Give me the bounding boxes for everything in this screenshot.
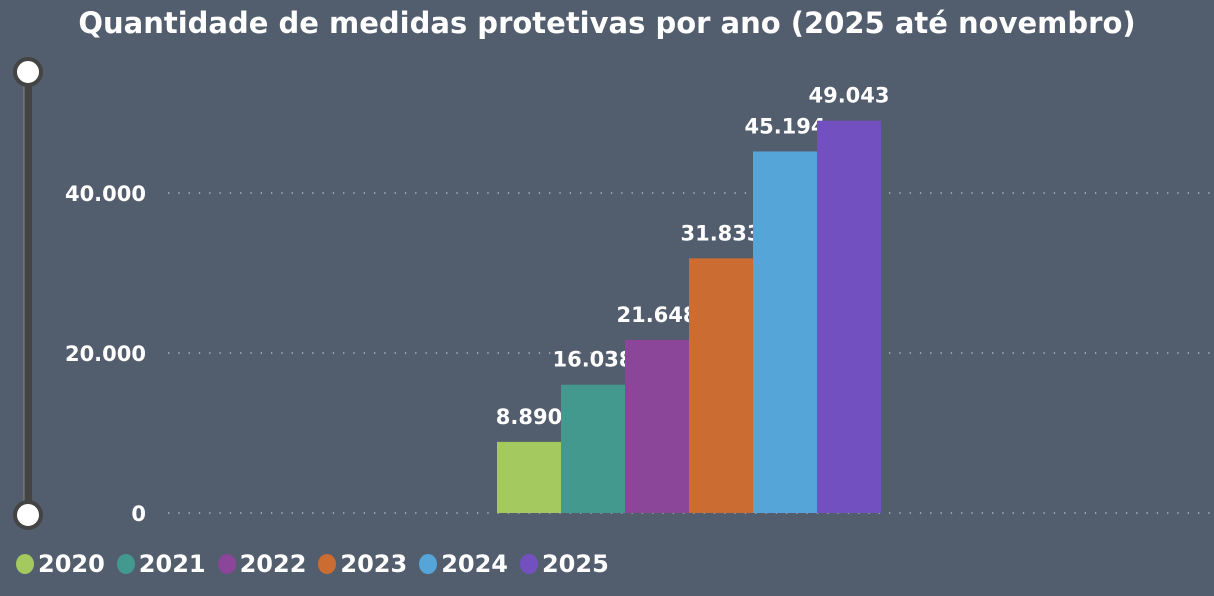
bar-2023[interactable] xyxy=(689,258,753,513)
legend-label: 2022 xyxy=(239,550,307,578)
legend-dot-icon xyxy=(217,554,236,574)
legend-item-2022[interactable]: 2022 xyxy=(217,550,307,578)
legend-item-2025[interactable]: 2025 xyxy=(519,550,609,578)
legend-item-2023[interactable]: 2023 xyxy=(318,550,407,578)
bar-2024[interactable] xyxy=(753,151,817,513)
bar-2025[interactable] xyxy=(817,120,881,513)
legend-item-2021[interactable]: 2021 xyxy=(116,550,206,578)
legend-item-2020[interactable]: 2020 xyxy=(16,550,105,578)
legend-label: 2021 xyxy=(138,550,206,578)
chart-title: Quantidade de medidas protetivas por ano… xyxy=(78,6,1136,40)
y-tick-label: 20.000 xyxy=(65,342,146,366)
legend-dot-icon xyxy=(519,554,538,574)
bar-2020[interactable] xyxy=(497,441,561,513)
data-label: 16.038 xyxy=(552,348,633,372)
legend: 2020 2021 2022 2023 2024 2025 xyxy=(16,550,609,578)
legend-item-2024[interactable]: 2024 xyxy=(419,550,508,578)
zoom-slider-top-handle[interactable] xyxy=(13,57,43,87)
legend-label: 2020 xyxy=(38,550,105,578)
bar-2022[interactable] xyxy=(625,339,689,513)
legend-label: 2023 xyxy=(340,550,408,578)
bar-2021[interactable] xyxy=(561,384,625,513)
data-label: 45.194 xyxy=(744,114,825,138)
y-tick-label: 0 xyxy=(131,502,146,526)
zoom-slider-bottom-handle[interactable] xyxy=(13,500,43,530)
legend-dot-icon xyxy=(16,554,34,574)
y-tick-label: 40.000 xyxy=(65,182,146,206)
legend-label: 2025 xyxy=(541,550,609,578)
data-label: 31.833 xyxy=(680,221,761,245)
legend-dot-icon xyxy=(116,554,135,574)
legend-dot-icon xyxy=(419,554,438,574)
legend-dot-icon xyxy=(318,554,337,574)
data-label: 8.890 xyxy=(496,405,562,429)
data-label: 21.648 xyxy=(616,303,697,327)
data-label: 49.043 xyxy=(808,84,889,108)
legend-label: 2024 xyxy=(441,550,508,578)
